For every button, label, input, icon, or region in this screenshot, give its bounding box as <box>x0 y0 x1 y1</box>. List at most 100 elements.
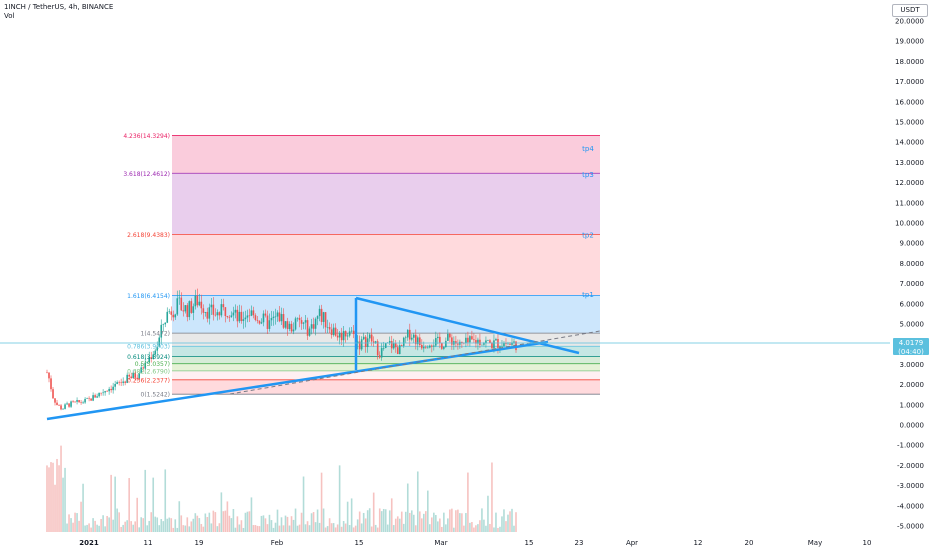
volume-bar <box>58 465 60 532</box>
candle-body <box>493 340 495 349</box>
candle-body <box>72 401 74 403</box>
candle-body <box>258 320 261 324</box>
candle-body <box>228 317 231 318</box>
symbol-title[interactable]: 1INCH / TetherUS, 4h, BINANCE <box>4 3 114 11</box>
volume-bar <box>152 477 155 532</box>
candle-body <box>338 332 341 338</box>
candle-body <box>142 367 145 369</box>
volume-bar <box>48 467 50 532</box>
volume-bar <box>302 476 305 532</box>
y-tick-label: 19.0000 <box>895 38 924 46</box>
volume-bar <box>368 508 371 532</box>
volume-bar <box>80 501 82 532</box>
y-tick-label: 17.0000 <box>895 78 924 86</box>
candle-body <box>288 323 291 330</box>
volume-bar <box>429 524 431 532</box>
support-trendline[interactable] <box>46 340 549 421</box>
volume-bar <box>216 526 219 532</box>
volume-bar <box>186 517 189 532</box>
volume-bar <box>330 523 333 532</box>
volume-bar <box>286 516 289 532</box>
candle-body <box>364 336 367 348</box>
volume-bar <box>66 523 68 532</box>
x-tick-label: 11 <box>144 539 153 547</box>
candle-body <box>465 337 467 344</box>
candle-body <box>475 340 477 344</box>
y-tick-label: 11.0000 <box>895 199 924 207</box>
y-axis[interactable]: 20.0000 19.0000 18.0000 17.0000 16.0000 15.00… <box>895 18 924 531</box>
volume-bar <box>170 518 173 532</box>
candle-body <box>186 305 189 318</box>
x-axis[interactable]: 2021 11 19 Feb 15 Mar 15 23 Apr 12 20 May 10 <box>79 539 871 547</box>
candle-body <box>467 337 469 343</box>
y-tick-label: 13.0000 <box>895 159 924 167</box>
candle-body <box>473 339 475 341</box>
fib-level-label: 0.786(3.9003) <box>127 344 170 351</box>
volume-bar <box>130 521 132 532</box>
volume-bar <box>388 510 391 532</box>
candle-body <box>64 404 66 409</box>
volume-bar <box>449 509 451 532</box>
candle-body <box>162 324 165 325</box>
candle-body <box>350 330 353 332</box>
candle-body <box>104 391 106 393</box>
candle-body <box>230 315 233 318</box>
bar-countdown: (04:40) <box>898 348 924 356</box>
volume-bar <box>483 519 485 532</box>
candle-body <box>164 322 167 325</box>
volume-bar <box>262 515 265 532</box>
volume-indicator-label[interactable]: Vol <box>4 12 15 20</box>
candle-body <box>513 341 515 343</box>
candle-body <box>264 313 267 316</box>
candle-body <box>46 372 48 374</box>
volume-bar <box>88 523 90 532</box>
candle-body <box>250 310 253 316</box>
volume-bar <box>288 525 291 532</box>
volume-bar <box>112 519 114 532</box>
volume-bar <box>224 510 227 532</box>
candle-body <box>214 314 217 316</box>
candle-body <box>380 348 383 358</box>
candle-body <box>274 316 277 318</box>
volume-bar <box>106 515 108 532</box>
candle-body <box>441 343 443 349</box>
y-tick-label: 14.0000 <box>895 139 924 147</box>
candle-body <box>451 337 453 345</box>
fib-level-label: 0.236(2.2377) <box>127 377 170 384</box>
trendlines[interactable] <box>46 296 601 421</box>
volume-bar <box>366 510 369 532</box>
candle-body <box>54 398 56 403</box>
volume-bar <box>158 525 161 532</box>
resistance-trendline[interactable] <box>355 296 580 355</box>
volume-bar <box>168 517 171 532</box>
volume-bar <box>318 522 321 532</box>
candle-body <box>206 311 209 319</box>
candle-body <box>116 382 118 384</box>
current-price-badge: 4.0179 (04:40) <box>893 338 929 356</box>
candle-body <box>320 308 323 322</box>
x-tick-label: 10 <box>863 539 872 547</box>
volume-bar <box>118 512 120 532</box>
volume-bar <box>463 525 465 532</box>
candle-body <box>439 336 441 344</box>
volume-bar <box>461 513 463 532</box>
volume-bar <box>509 511 511 532</box>
candle-body <box>144 362 147 369</box>
fib-level-label: 4.236(14.3294) <box>123 133 170 140</box>
volume-bar <box>182 525 185 532</box>
volume-bar <box>192 518 195 532</box>
currency-unit-button[interactable]: USDT <box>892 4 928 17</box>
volume-bar <box>414 525 417 532</box>
volume-bar <box>128 478 130 532</box>
volume-bar <box>54 484 56 532</box>
volume-bar <box>108 517 110 532</box>
volume-bar <box>344 523 347 532</box>
fib-level-label: 1(4.5472) <box>141 331 171 338</box>
volume-bar <box>416 471 419 532</box>
volume-bar <box>244 512 247 532</box>
candle-body <box>491 342 493 349</box>
volume-bar <box>194 513 197 532</box>
volume-bar <box>56 458 58 532</box>
volume-bar <box>352 527 355 532</box>
